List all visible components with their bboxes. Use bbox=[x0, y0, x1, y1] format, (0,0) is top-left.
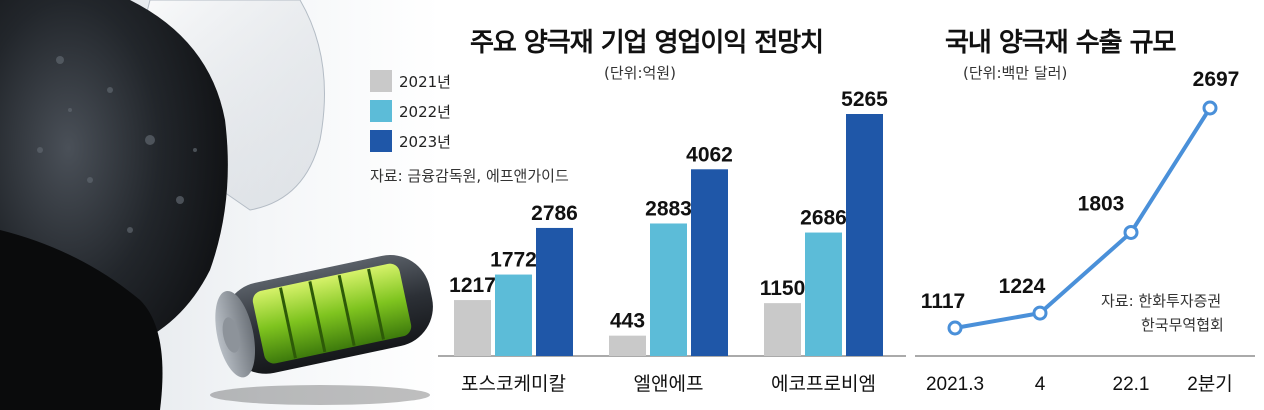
x-tick-label-1: 2021.3 bbox=[926, 374, 984, 395]
line-point-1 bbox=[947, 320, 963, 336]
line-chart-source-line2: 한국무역협회 bbox=[1141, 316, 1224, 334]
bar-chart-unit: (단위:억원) bbox=[604, 64, 676, 82]
x-tick-label-3: 22.1 bbox=[1113, 374, 1150, 395]
line-value-label-2: 1224 bbox=[999, 275, 1046, 298]
legend-item-2023: 2023년 bbox=[370, 130, 451, 152]
bar-value-label-2-2021: 443 bbox=[610, 310, 645, 333]
legend-swatch-2022 bbox=[370, 100, 392, 122]
legend-swatch-2023 bbox=[370, 130, 392, 152]
bar-1-2022 bbox=[495, 274, 532, 356]
bar-value-label-1-2023: 2786 bbox=[531, 202, 578, 225]
bar-value-label-3-2021: 1150 bbox=[760, 277, 806, 300]
line-chart-plot: 1117 2021.3 1224 4 1803 22.1 2697 2분기 bbox=[915, 68, 1255, 395]
bar-2-2021 bbox=[609, 335, 646, 356]
legend-swatch-2021 bbox=[370, 70, 392, 92]
cathode-export-line-chart: 국내 양극재 수출 규모 (단위:백만 달러) 자료: 한화투자증권 한국무역협… bbox=[905, 0, 1264, 410]
line-point-4 bbox=[1202, 100, 1218, 116]
category-label-1: 포스코케미칼 bbox=[461, 373, 566, 395]
bar-value-label-3-2023: 5265 bbox=[841, 88, 888, 111]
battery-photo-illustration bbox=[0, 0, 440, 410]
line-value-label-3: 1803 bbox=[1078, 192, 1125, 215]
export-series-line bbox=[954, 106, 1212, 330]
bar-value-label-3-2022: 2686 bbox=[800, 207, 847, 230]
bar-3-2022 bbox=[805, 232, 842, 356]
bar-2-2023 bbox=[691, 169, 728, 356]
x-tick-label-2: 4 bbox=[1035, 374, 1046, 395]
category-label-2: 엘앤에프 bbox=[634, 373, 704, 395]
legend-item-2022: 2022년 bbox=[370, 100, 451, 122]
bar-chart-source: 자료: 금융감독원, 에프앤가이드 bbox=[370, 167, 569, 185]
bar-1-2023 bbox=[536, 227, 573, 356]
legend-item-2021: 2021년 bbox=[370, 70, 451, 92]
line-point-3 bbox=[1123, 224, 1139, 240]
bar-chart-title: 주요 양극재 기업 영업이익 전망치 bbox=[470, 28, 824, 58]
bar-value-label-2-2023: 4062 bbox=[686, 143, 733, 166]
bar-value-label-1-2021: 1217 bbox=[449, 274, 496, 297]
bar-value-label-2-2022: 2883 bbox=[645, 197, 692, 220]
line-point-2 bbox=[1032, 305, 1048, 321]
line-chart-title: 국내 양극재 수출 규모 bbox=[945, 28, 1176, 58]
x-tick-label-4: 2분기 bbox=[1187, 373, 1233, 395]
line-chart-unit: (단위:백만 달러) bbox=[963, 64, 1068, 82]
bar-3-2021 bbox=[764, 303, 801, 356]
line-value-label-4: 2697 bbox=[1193, 68, 1240, 91]
category-label-3: 에코프로비엠 bbox=[771, 373, 876, 395]
line-chart-source-line1: 자료: 한화투자증권 bbox=[1101, 292, 1222, 310]
bar-value-label-1-2022: 1772 bbox=[490, 249, 537, 272]
bar-3-2023 bbox=[846, 114, 883, 356]
bar-1-2021 bbox=[454, 300, 491, 356]
legend-label-2023: 2023년 bbox=[399, 132, 451, 151]
bar-2-2022 bbox=[650, 223, 687, 356]
line-value-label-1: 1117 bbox=[921, 290, 965, 313]
legend-label-2022: 2022년 bbox=[399, 102, 451, 121]
operating-profit-bar-chart: 주요 양극재 기업 영업이익 전망치 (단위:억원) 2021년 2022년 2… bbox=[350, 0, 910, 410]
legend-label-2021: 2021년 bbox=[399, 72, 451, 91]
